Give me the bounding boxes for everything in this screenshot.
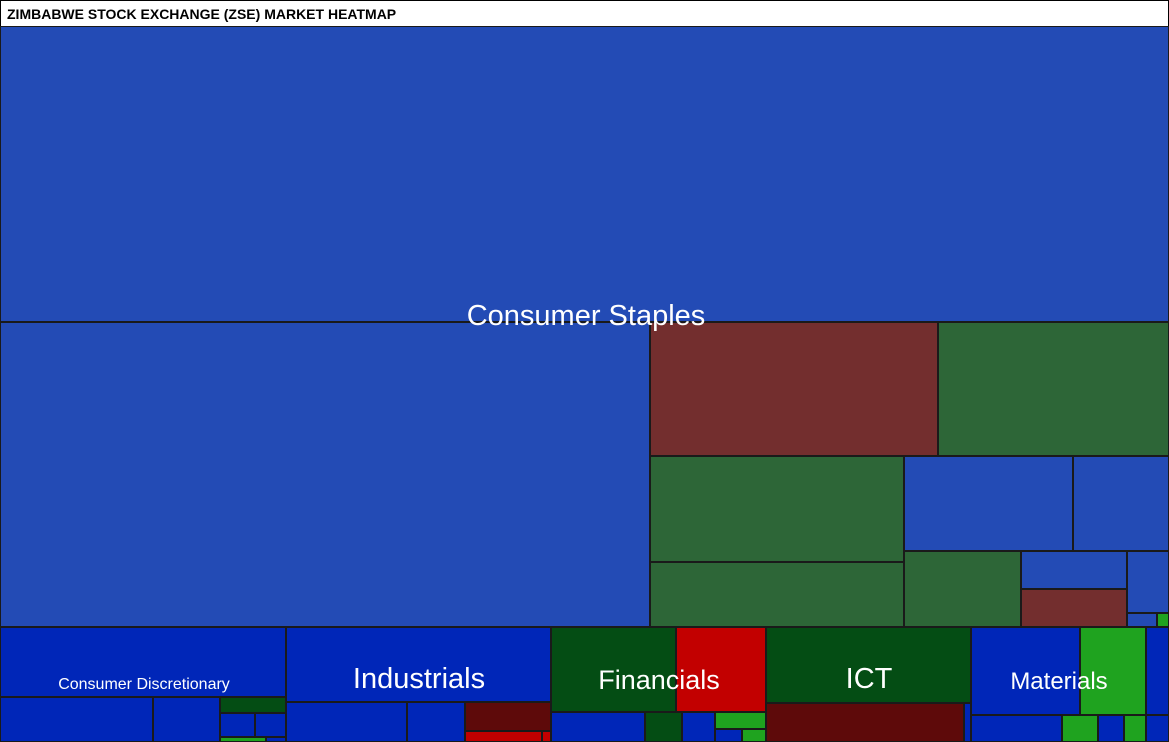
stock-tile[interactable] [766,627,971,703]
stock-tile[interactable] [1127,613,1157,627]
stock-tile[interactable] [971,715,1062,742]
stock-tile[interactable] [220,737,266,742]
stock-tile[interactable] [904,551,1021,627]
treemap-chart: Consumer Staples Consumer Discretionary In… [0,26,1169,742]
stock-tile[interactable] [1021,551,1127,589]
stock-tile[interactable] [465,731,542,742]
stock-tile[interactable] [650,456,904,562]
sector-label-materials: Materials [1010,668,1107,695]
treemap-svg: Consumer Staples Consumer Discretionary In… [0,26,1169,742]
stock-tile[interactable] [255,713,286,737]
stock-tile[interactable] [1146,627,1169,715]
stock-tile[interactable] [286,702,407,742]
stock-tile[interactable] [551,627,676,712]
stock-tile[interactable] [964,703,971,742]
stock-tile[interactable] [1157,613,1169,627]
stock-tile[interactable] [153,697,220,742]
stock-tile[interactable] [551,712,645,742]
stock-tile[interactable] [1062,715,1098,742]
stock-tile[interactable] [1124,715,1146,742]
stock-tile[interactable] [1146,715,1169,742]
stock-tile[interactable] [0,697,153,742]
stock-tile[interactable] [1073,456,1169,551]
stock-tile[interactable] [676,627,766,712]
stock-tile[interactable] [1021,589,1127,627]
stock-tile[interactable] [465,702,551,731]
stock-tile[interactable] [682,712,715,742]
stock-tile[interactable] [971,627,1080,715]
stock-tile[interactable] [266,737,286,742]
stock-tile[interactable] [742,729,766,742]
stock-tile[interactable] [1098,715,1124,742]
stock-tile[interactable] [0,322,650,627]
stock-tile[interactable] [407,702,465,742]
sector-label-industrials: Industrials [353,663,485,695]
page-title: ZIMBABWE STOCK EXCHANGE (ZSE) MARKET HEA… [7,6,397,22]
stock-tile[interactable] [766,703,964,742]
stock-tile[interactable] [938,322,1169,456]
stock-tile[interactable] [0,627,286,697]
stock-tile[interactable] [650,562,904,627]
stock-tile[interactable] [1127,551,1169,613]
sector-label-financials: Financials [598,665,720,695]
stock-tile[interactable] [650,322,938,456]
stock-tile[interactable] [645,712,682,742]
stock-tile[interactable] [286,627,551,702]
stock-tile[interactable] [220,697,286,713]
sector-label-consumer-staples: Consumer Staples [467,300,706,332]
stock-tile[interactable] [0,26,1169,322]
stock-tile[interactable] [715,729,742,742]
stock-tile[interactable] [220,713,255,737]
stock-tile[interactable] [715,712,766,729]
sector-label-consumer-discretionary: Consumer Discretionary [58,676,230,693]
sector-label-ict: ICT [846,663,893,695]
stock-tile[interactable] [1080,627,1146,715]
stock-tile[interactable] [904,456,1073,551]
heatmap-header: ZIMBABWE STOCK EXCHANGE (ZSE) MARKET HEA… [0,0,1169,27]
stock-tile[interactable] [542,731,551,742]
